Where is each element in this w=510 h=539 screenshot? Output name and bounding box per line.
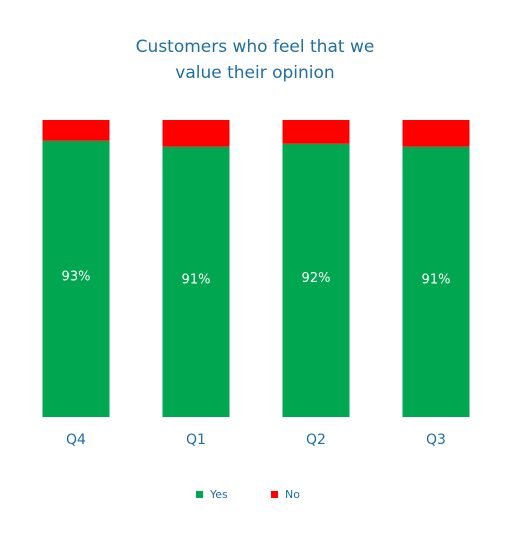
bar-segment [282,143,350,417]
bar-segment [42,140,110,418]
data-label: 91% [182,272,211,287]
data-label: 93% [62,269,91,284]
bar-segment [42,120,110,141]
legend-swatch [271,491,278,498]
data-label: 92% [302,271,331,286]
bar-segment [162,120,230,147]
legend-label: No [285,488,300,501]
bar-segment [402,146,470,418]
bar-segment [162,146,230,418]
legend-swatch [196,491,203,498]
chart-title: Customers who feel that we value their o… [135,37,375,83]
x-tick-label: Q1 [186,432,206,448]
x-tick-label: Q2 [306,432,326,448]
x-tick-label: Q3 [426,432,446,448]
x-tick-label: Q4 [66,432,86,448]
bar-segment [282,120,350,144]
legend-label: Yes [209,488,228,501]
data-label: 91% [422,272,451,287]
bar-segment [402,120,470,147]
